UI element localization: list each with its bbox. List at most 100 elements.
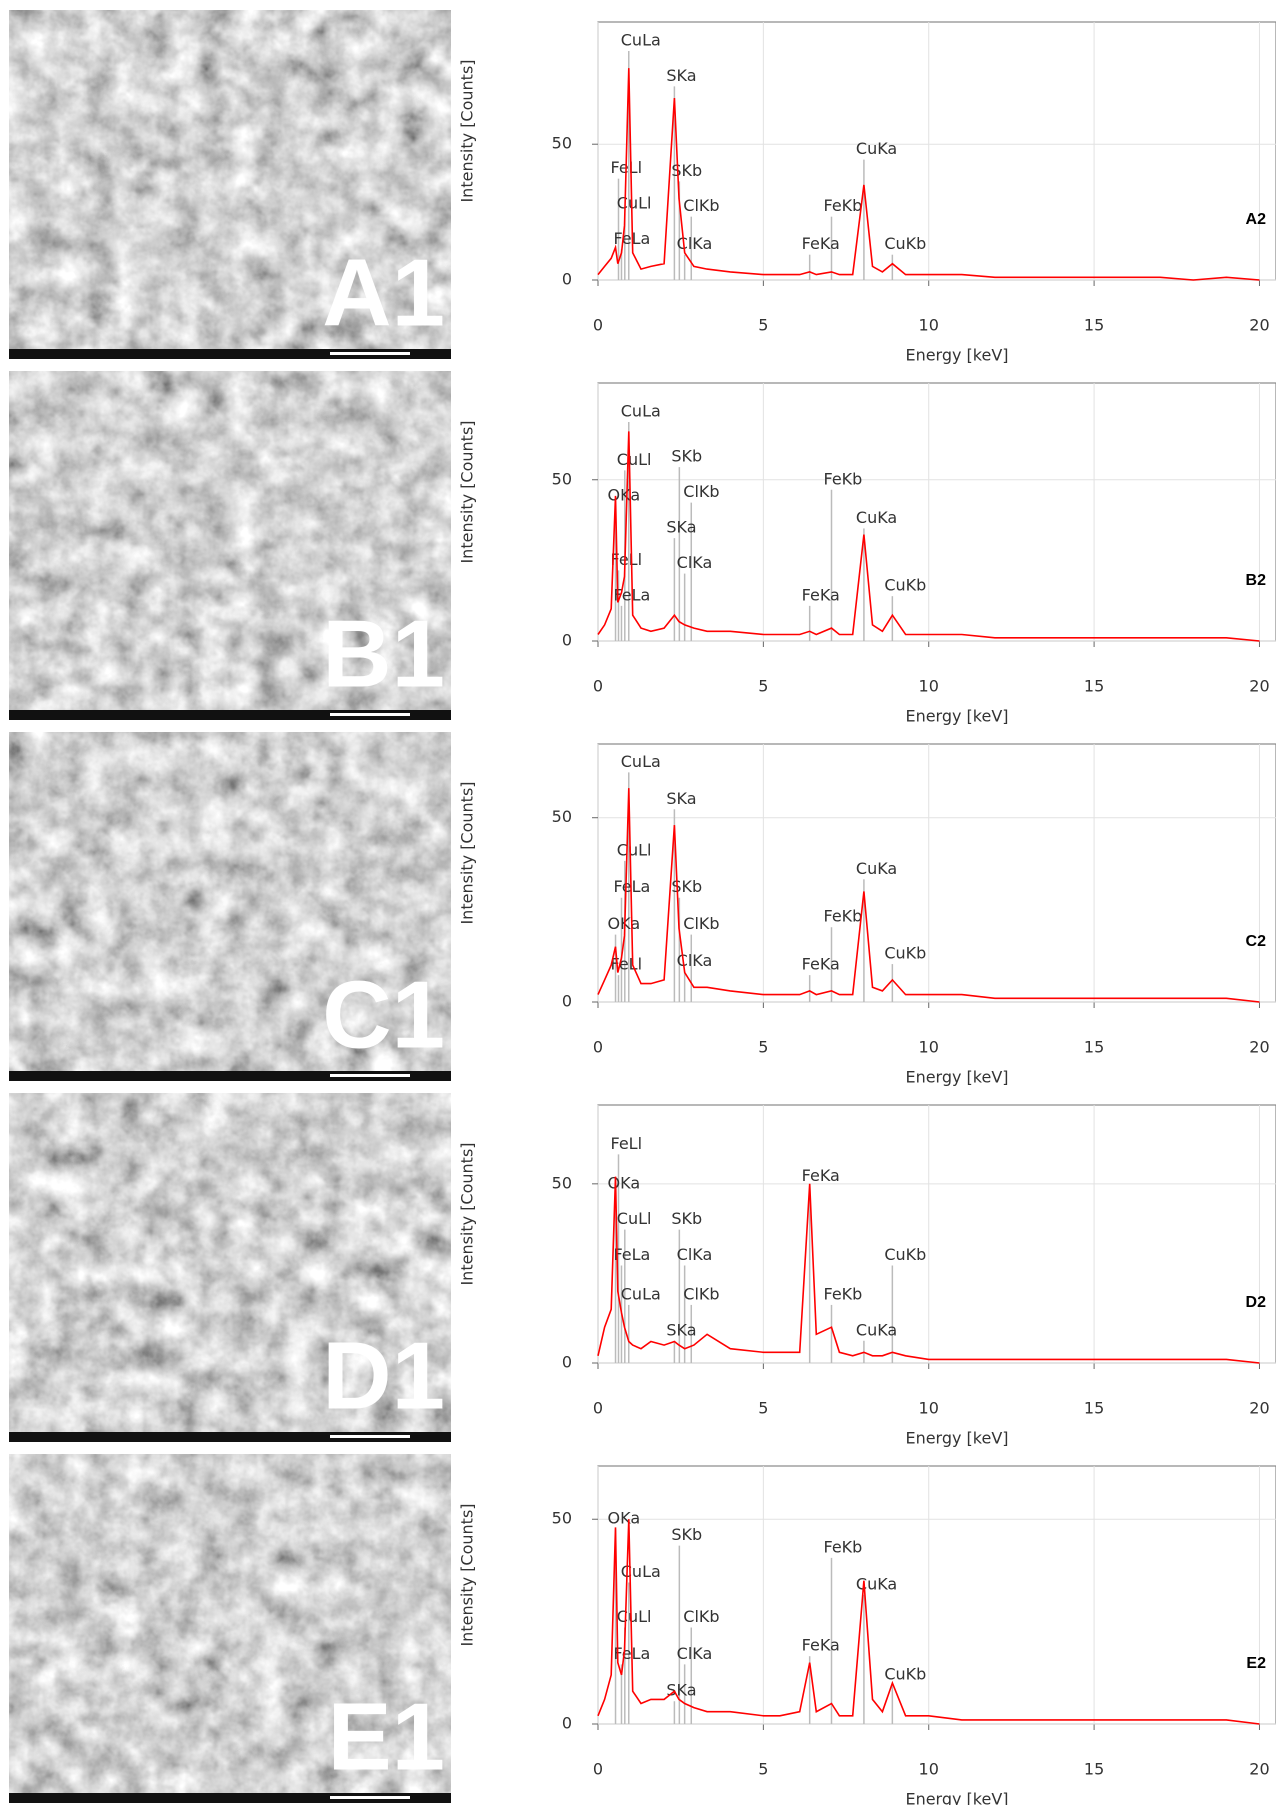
y-tick-label: 50 <box>552 469 572 488</box>
peak-label: CuLa <box>621 402 661 421</box>
image-label: D1 <box>322 1322 445 1429</box>
peak-label: FeKb <box>823 469 862 488</box>
x-tick-label: 10 <box>919 677 939 696</box>
peak-label: FeKb <box>823 1537 862 1556</box>
peak-label: SKa <box>666 1681 696 1700</box>
y-axis-label: Intensity [Counts] <box>458 59 477 202</box>
panel-label: D2 <box>1246 1294 1267 1311</box>
x-tick-label: 0 <box>593 316 603 335</box>
peak-label: ClKb <box>683 482 719 501</box>
scale-bar <box>330 713 410 716</box>
peak-label: CuLl <box>617 193 652 212</box>
x-tick-label: 5 <box>758 677 768 696</box>
peak-label: CuKb <box>884 234 926 253</box>
y-tick-label: 50 <box>552 1173 572 1192</box>
peak-label: FeKb <box>823 196 862 215</box>
peak-label: SKb <box>671 447 702 466</box>
x-axis-label: Energy [keV] <box>905 1068 1008 1087</box>
peak-label: OKa <box>608 1173 641 1192</box>
peak-label: CuKb <box>884 576 926 595</box>
y-tick-label: 0 <box>562 270 572 289</box>
x-tick-label: 10 <box>919 1399 939 1418</box>
panel-label: C2 <box>1246 933 1267 950</box>
peak-label: OKa <box>608 485 641 504</box>
y-tick-label: 0 <box>562 992 572 1011</box>
plot-frame <box>598 1466 1276 1724</box>
x-tick-label: 20 <box>1249 1038 1269 1057</box>
y-axis-label: Intensity [Counts] <box>458 781 477 924</box>
x-axis-label: Energy [keV] <box>905 707 1008 726</box>
scale-bar <box>330 352 410 355</box>
x-tick-label: 20 <box>1249 1399 1269 1418</box>
x-tick-label: 20 <box>1249 316 1269 335</box>
peak-label: FeLa <box>613 1245 650 1264</box>
peak-label: CuLl <box>617 450 652 469</box>
peak-label: SKb <box>671 161 702 180</box>
image-label: A1 <box>322 239 445 346</box>
plot-frame <box>598 1105 1276 1363</box>
plot-frame <box>598 383 1276 641</box>
peak-label: SKa <box>666 66 696 85</box>
peak-label: FeKa <box>802 1166 840 1185</box>
y-tick-label: 0 <box>562 1714 572 1733</box>
y-tick-label: 50 <box>552 1509 572 1528</box>
x-tick-label: 15 <box>1084 1760 1104 1779</box>
scale-bar <box>330 1074 410 1077</box>
peak-label: CuLl <box>617 1607 652 1626</box>
scale-bar <box>330 1435 410 1438</box>
peak-label: ClKa <box>677 553 713 572</box>
peak-label: CuKa <box>856 859 897 878</box>
x-tick-label: 15 <box>1084 316 1104 335</box>
x-tick-label: 15 <box>1084 1038 1104 1057</box>
peak-label: FeKa <box>802 1636 840 1655</box>
y-tick-label: 0 <box>562 1353 572 1372</box>
figure: A1B1C1D1E105101520050Energy [keV]Intensi… <box>0 0 1276 1805</box>
peak-label: CuKb <box>884 1245 926 1264</box>
peak-label: FeLl <box>611 1134 643 1153</box>
y-tick-label: 50 <box>552 807 572 826</box>
peak-label: CuLl <box>617 840 652 859</box>
panel-label: B2 <box>1246 572 1267 589</box>
peak-label: ClKb <box>683 914 719 933</box>
image-label: B1 <box>322 600 445 707</box>
peak-label: OKa <box>608 1509 641 1528</box>
y-tick-label: 50 <box>552 134 572 153</box>
y-axis-label: Intensity [Counts] <box>458 1142 477 1285</box>
x-tick-label: 0 <box>593 1760 603 1779</box>
peak-label: ClKb <box>683 1607 719 1626</box>
y-tick-label: 0 <box>562 631 572 650</box>
x-tick-label: 20 <box>1249 677 1269 696</box>
peak-label: CuLl <box>617 1209 652 1228</box>
x-tick-label: 20 <box>1249 1760 1269 1779</box>
peak-label: FeKa <box>802 955 840 974</box>
x-axis-label: Energy [keV] <box>905 1790 1008 1805</box>
peak-label: FeKa <box>802 585 840 604</box>
x-tick-label: 5 <box>758 1038 768 1057</box>
peak-label: SKa <box>666 518 696 537</box>
peak-label: CuKa <box>856 1574 897 1593</box>
peak-label: ClKb <box>683 1284 719 1303</box>
peak-label: FeLl <box>611 550 643 569</box>
peak-label: SKa <box>666 1320 696 1339</box>
x-tick-label: 5 <box>758 316 768 335</box>
x-tick-label: 10 <box>919 1760 939 1779</box>
peak-label: CuLa <box>621 1284 661 1303</box>
x-tick-label: 5 <box>758 1399 768 1418</box>
image-label: E1 <box>328 1683 445 1790</box>
peak-label: SKb <box>671 1209 702 1228</box>
peak-label: CuKa <box>856 1320 897 1339</box>
x-tick-label: 0 <box>593 677 603 696</box>
peak-label: SKb <box>671 1525 702 1544</box>
peak-label: FeLl <box>611 955 643 974</box>
x-tick-label: 10 <box>919 316 939 335</box>
peak-label: FeKa <box>802 234 840 253</box>
scale-bar <box>330 1796 410 1799</box>
x-tick-label: 0 <box>593 1038 603 1057</box>
x-tick-label: 15 <box>1084 1399 1104 1418</box>
peak-label: ClKa <box>677 1644 713 1663</box>
y-axis-label: Intensity [Counts] <box>458 420 477 563</box>
x-tick-label: 0 <box>593 1399 603 1418</box>
x-axis-label: Energy [keV] <box>905 1429 1008 1448</box>
peak-label: ClKa <box>677 234 713 253</box>
x-tick-label: 10 <box>919 1038 939 1057</box>
